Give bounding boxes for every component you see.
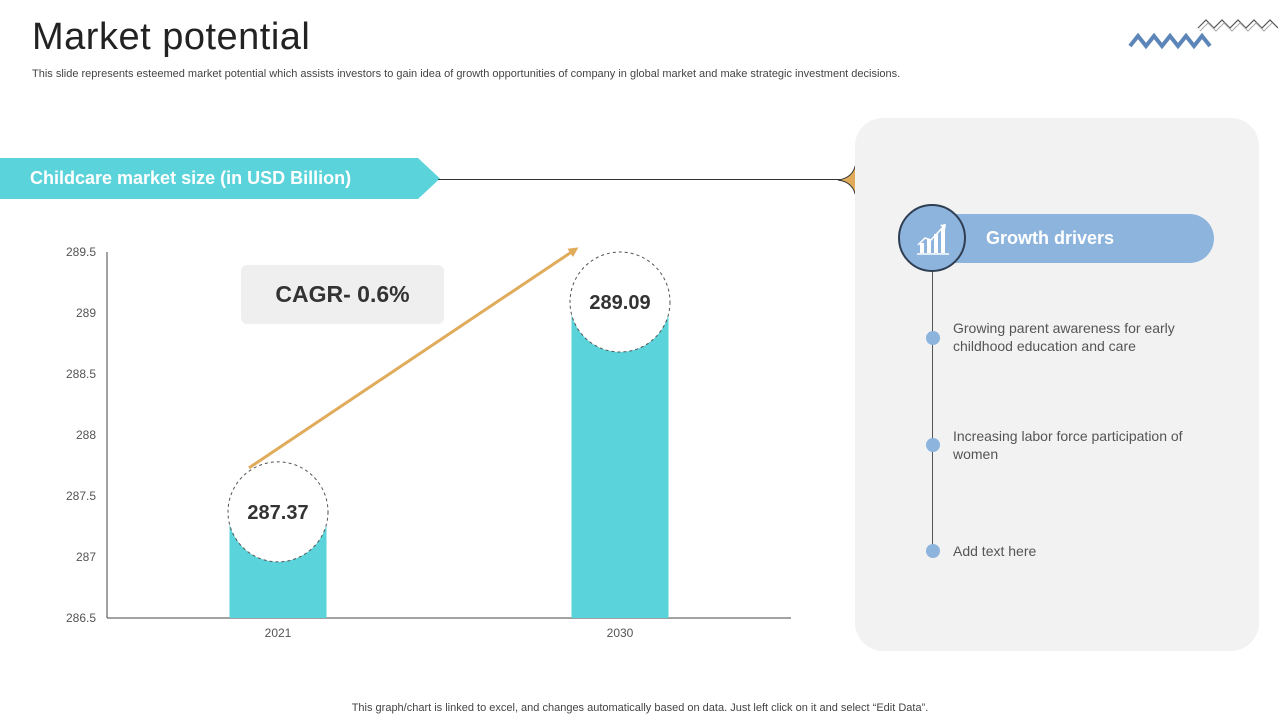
cagr-label: CAGR- 0.6% — [275, 281, 410, 307]
y-tick-label: 286.5 — [66, 611, 96, 625]
driver-bullet — [926, 544, 940, 558]
bar-chart-growth-icon — [917, 224, 949, 255]
value-label: 289.09 — [589, 292, 650, 314]
x-tick-label: 2030 — [607, 626, 634, 640]
market-size-chart: 286.5 287 287.5 288 288.5 289 289.5 2021 2030 2… — [66, 245, 791, 640]
chart-title-label: Childcare market size (in USD Billion) — [30, 168, 352, 188]
driver-item-labor-force: Increasing labor force participation of … — [953, 428, 1183, 462]
growth-drivers-title: Growth drivers — [986, 228, 1115, 248]
page-subtitle: This slide represents esteemed market po… — [32, 68, 901, 80]
y-tick-label: 288.5 — [66, 367, 96, 381]
connector-line — [438, 179, 850, 180]
value-label-circle — [569, 251, 671, 353]
driver-item-parent-awareness: Growing parent awareness for early child… — [953, 320, 1175, 354]
y-tick-label: 288 — [76, 428, 96, 442]
cagr-badge: CAGR- 0.6% — [241, 265, 444, 324]
x-tick-label: 2021 — [265, 626, 292, 640]
footer-note: This graph/chart is linked to excel, and… — [351, 702, 929, 714]
driver-bullet — [926, 331, 940, 345]
y-tick-label: 289.5 — [66, 245, 96, 259]
zigzag-lines-icon — [1128, 19, 1278, 50]
chart-title-banner: Childcare market size (in USD Billion) — [0, 158, 440, 199]
bar-2030 — [571, 302, 669, 618]
growth-drivers-panel — [855, 118, 1259, 651]
y-tick-label: 289 — [76, 306, 96, 320]
value-label-circle — [227, 461, 329, 563]
driver-item-add-text: Add text here — [953, 543, 1037, 559]
y-tick-label: 287.5 — [66, 489, 96, 503]
page-title: Market potential — [32, 16, 311, 58]
y-tick-label: 287 — [76, 550, 96, 564]
value-label: 287.37 — [247, 502, 308, 524]
growth-arrow — [248, 247, 579, 470]
drivers-timeline — [932, 272, 933, 552]
driver-bullet — [926, 438, 940, 452]
